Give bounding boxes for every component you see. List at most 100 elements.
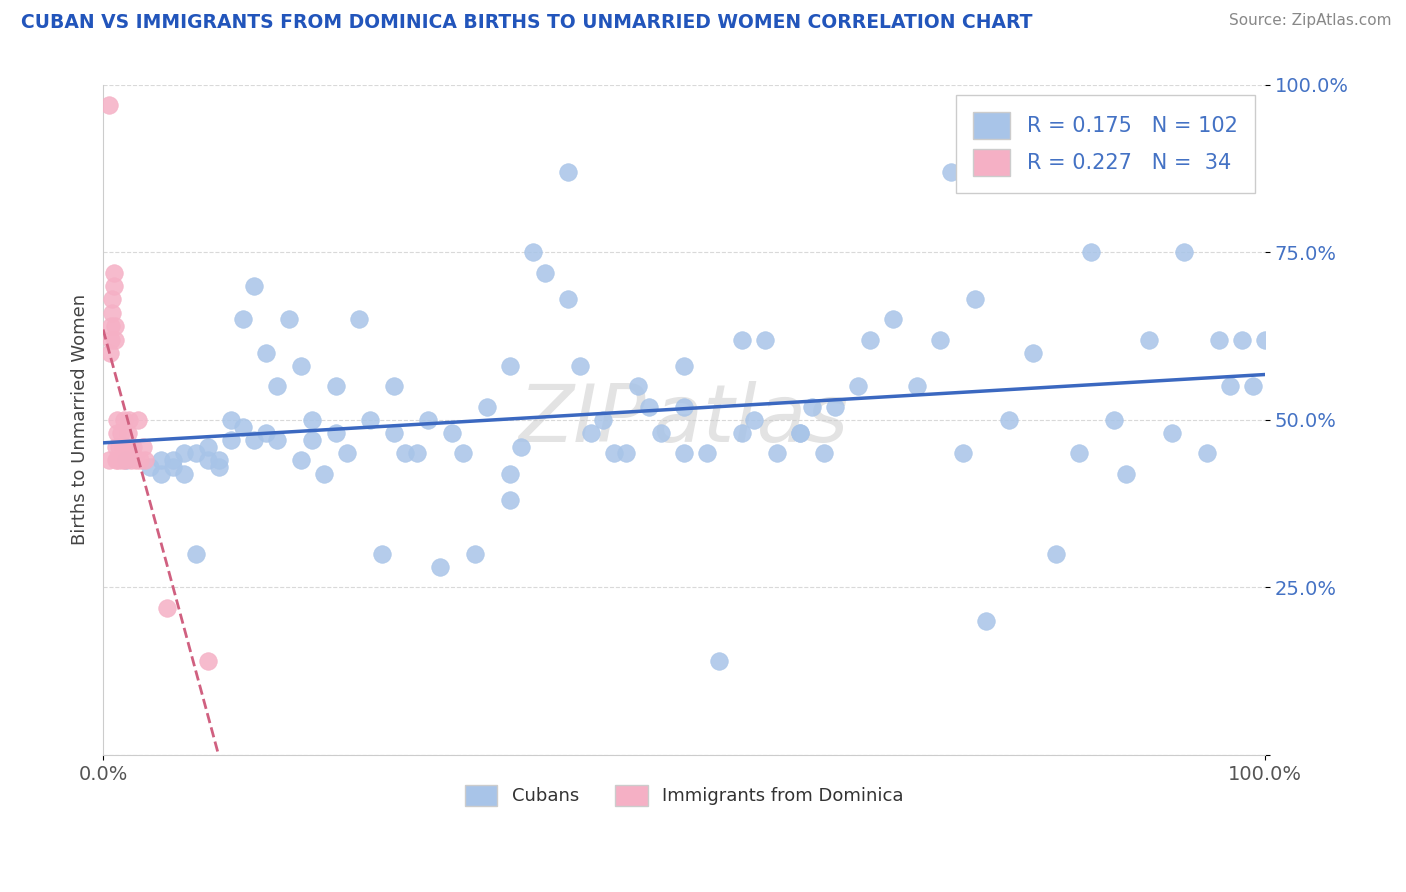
Point [696,446,718,460]
Point [928,333,950,347]
Point [232,419,254,434]
Point [1045,547,1067,561]
Point [1230,333,1253,347]
Point [359,413,381,427]
Point [104,333,127,347]
Point [1254,333,1277,347]
Point [290,453,312,467]
Point [882,312,904,326]
Point [105,413,128,427]
Point [1069,446,1091,460]
Point [104,319,127,334]
Point [266,379,288,393]
Y-axis label: Births to Unmarried Women: Births to Unmarried Women [72,294,89,546]
Point [150,467,173,481]
Point [371,547,394,561]
Point [859,333,882,347]
Point [673,446,696,460]
Point [440,426,463,441]
Point [197,453,219,467]
Point [418,413,440,427]
Point [110,426,132,441]
Point [1243,379,1265,393]
Point [104,453,127,467]
Text: Source: ZipAtlas.com: Source: ZipAtlas.com [1229,13,1392,29]
Text: ZIP atlas: ZIP atlas [519,381,849,458]
Text: CUBAN VS IMMIGRANTS FROM DOMINICA BIRTHS TO UNMARRIED WOMEN CORRELATION CHART: CUBAN VS IMMIGRANTS FROM DOMINICA BIRTHS… [21,13,1032,32]
Point [1137,333,1160,347]
Point [118,413,141,427]
Point [731,426,754,441]
Point [301,433,323,447]
Point [499,493,522,508]
Point [499,359,522,374]
Point [731,333,754,347]
Point [325,379,347,393]
Point [1021,346,1043,360]
Point [1080,245,1102,260]
Point [219,433,242,447]
Point [325,426,347,441]
Point [131,440,153,454]
Point [453,446,475,460]
Point [134,453,156,467]
Point [848,379,870,393]
Point [963,293,986,307]
Point [301,413,323,427]
Point [336,446,359,460]
Point [800,400,823,414]
Point [347,312,370,326]
Point [627,379,650,393]
Point [1173,245,1195,260]
Point [522,245,544,260]
Point [754,333,776,347]
Point [101,293,124,307]
Point [105,426,128,441]
Point [429,560,451,574]
Point [533,266,555,280]
Point [579,426,602,441]
Point [1161,426,1184,441]
Point [382,379,405,393]
Point [100,333,122,347]
Point [568,359,591,374]
Point [162,459,184,474]
Point [614,446,637,460]
Point [129,453,152,467]
Point [111,453,134,467]
Point [290,359,312,374]
Point [1208,333,1230,347]
Point [673,359,696,374]
Point [114,453,136,467]
Point [208,459,231,474]
Point [97,453,120,467]
Point [97,98,120,112]
Point [592,413,614,427]
Point [100,319,122,334]
Point [941,165,963,179]
Point [312,467,335,481]
Point [156,600,179,615]
Point [650,426,672,441]
Point [127,413,149,427]
Point [707,654,730,668]
Point [162,453,184,467]
Point [1195,446,1218,460]
Point [232,312,254,326]
Point [184,446,207,460]
Point [112,413,135,427]
Point [197,440,219,454]
Point [742,413,765,427]
Point [998,413,1021,427]
Point [278,312,301,326]
Point [974,614,997,628]
Point [824,400,846,414]
Point [499,467,522,481]
Point [510,440,533,454]
Point [1102,413,1125,427]
Point [150,453,173,467]
Point [101,306,124,320]
Point [138,459,160,474]
Point [117,426,139,441]
Point [905,379,928,393]
